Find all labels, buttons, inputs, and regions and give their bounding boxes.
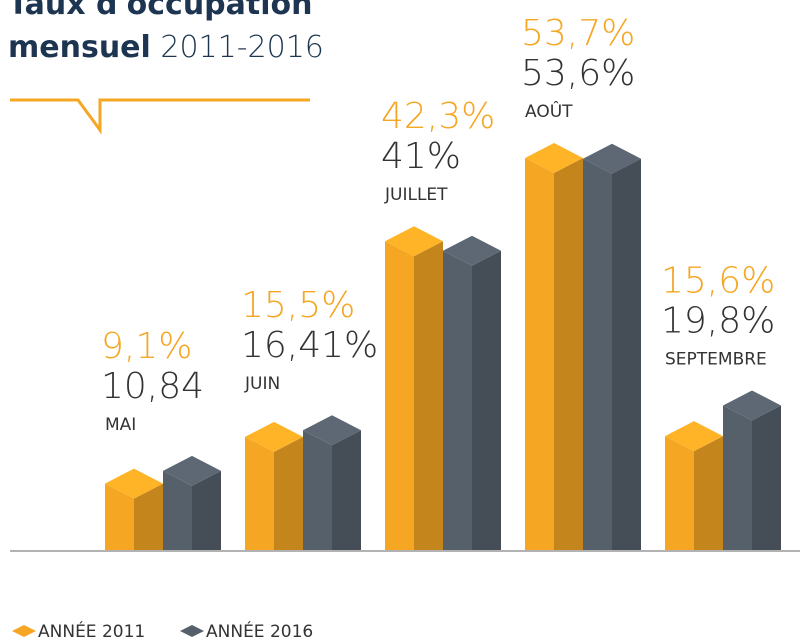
bar-side <box>332 430 361 550</box>
bar <box>385 226 443 550</box>
bar-top <box>723 390 781 421</box>
value-label: 53,6% <box>521 53 635 94</box>
x-tick-label: AOÛT <box>525 100 573 122</box>
bar <box>303 415 361 550</box>
legend-label: ANNÉE 2016 <box>206 620 313 641</box>
bar <box>105 468 163 550</box>
bar-front <box>723 405 752 550</box>
bar-side <box>414 241 443 550</box>
bar-top <box>525 142 583 173</box>
value-label: 42,3% <box>381 96 495 137</box>
bar-front <box>583 158 612 550</box>
bar <box>723 390 781 550</box>
bar-top <box>105 468 163 499</box>
value-label: 15,5% <box>241 285 355 326</box>
value-label: 41% <box>381 136 461 177</box>
bar-front <box>245 436 274 550</box>
x-tick-label: JUIN <box>244 374 280 394</box>
legend-swatch <box>12 625 36 637</box>
bar-side <box>554 157 583 551</box>
bar-side <box>612 158 641 550</box>
value-label: 16,41% <box>241 325 378 366</box>
bar-top <box>443 235 501 266</box>
bar-top <box>245 421 303 452</box>
bar <box>245 421 303 550</box>
value-label: 9,1% <box>101 326 192 367</box>
bar-front <box>163 470 192 550</box>
bar-top <box>583 143 641 174</box>
bar <box>443 235 501 550</box>
chart-title: Taux d'occupation <box>8 0 313 22</box>
bar <box>525 142 583 551</box>
bar-side <box>134 483 163 550</box>
title-decoration <box>10 98 310 135</box>
bar-top <box>385 226 443 257</box>
legend-label: ANNÉE 2011 <box>38 620 145 641</box>
bar-front <box>525 157 554 551</box>
bar <box>665 421 723 550</box>
bar-side <box>752 405 781 550</box>
x-tick-label: JUILLET <box>384 185 448 205</box>
x-tick-label: MAI <box>105 415 136 435</box>
bar-side <box>694 436 723 550</box>
bar-top <box>303 415 361 446</box>
bar-side <box>192 470 221 550</box>
chart-subtitle: mensuel 2011-2016 <box>8 30 324 65</box>
bar-top <box>665 421 723 452</box>
bar-top <box>163 455 221 486</box>
bar-side <box>274 436 303 550</box>
subtitle-bold: mensuel <box>8 30 151 65</box>
bar <box>163 455 221 550</box>
bar-front <box>105 483 134 550</box>
bar-front <box>385 241 414 550</box>
legend-swatch <box>180 625 204 637</box>
bar-front <box>303 430 332 550</box>
subtitle-years: 2011-2016 <box>160 30 324 65</box>
value-label: 19,8% <box>661 300 775 341</box>
value-label: 10,84 <box>101 366 204 407</box>
bar <box>583 143 641 550</box>
x-tick-label: SEPTEMBRE <box>665 349 767 369</box>
value-label: 53,7% <box>521 13 635 54</box>
value-label: 15,6% <box>661 260 775 301</box>
bar-side <box>472 250 501 550</box>
bar-front <box>443 250 472 550</box>
bar-front <box>665 436 694 550</box>
